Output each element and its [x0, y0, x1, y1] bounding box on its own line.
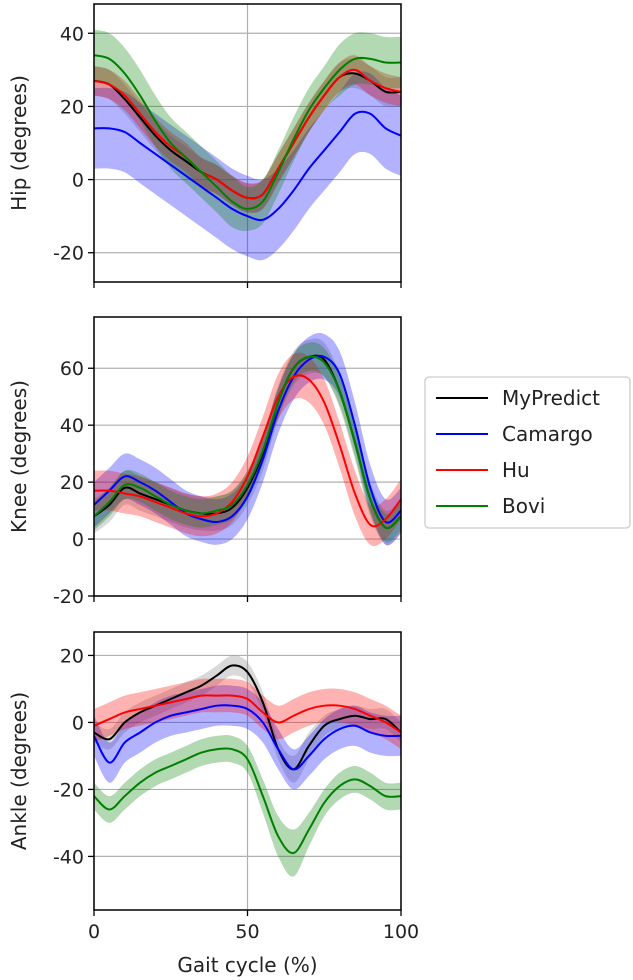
bovi-band	[94, 734, 401, 877]
hu-line	[93, 68, 402, 200]
knee-panel: -20 0 20 40 60 Knee (degrees)	[7, 316, 402, 608]
bovi-line	[93, 355, 402, 530]
x-tick-label: 0	[88, 921, 100, 943]
y-tick-label: 40	[60, 415, 84, 437]
camargo-band	[94, 333, 401, 546]
hip-panel: -20 0 20 40 Hip (degrees)	[7, 3, 402, 288]
camargo-band	[94, 71, 401, 261]
hu-line	[93, 374, 402, 528]
y-tick-label: -40	[53, 846, 84, 868]
x-tick-label: 50	[235, 921, 259, 943]
legend-label-hu: Hu	[502, 458, 530, 482]
camargo-band	[94, 685, 401, 790]
mypredict-band	[94, 338, 401, 546]
y-tick-label: 20	[60, 645, 84, 667]
camargo-line	[93, 354, 402, 524]
legend-label-bovi: Bovi	[502, 494, 545, 518]
y-tick-label: -20	[53, 779, 84, 801]
legend-label-camargo: Camargo	[502, 422, 593, 446]
y-tick-label: 0	[72, 529, 84, 551]
mypredict-line	[93, 664, 402, 771]
ankle-panel: -40 -20 0 20 0 50 100 Ankle (degrees) Gait cycle…	[7, 631, 419, 977]
bovi-line	[93, 54, 402, 210]
bovi-band	[94, 342, 401, 543]
y-tick-label: 20	[60, 96, 84, 118]
legend-label-mypredict: MyPredict	[502, 386, 600, 410]
x-axis-label: Gait cycle (%)	[177, 953, 317, 977]
hu-line	[93, 694, 402, 734]
x-tick-label: 100	[383, 921, 419, 943]
y-tick-label: 0	[72, 170, 84, 192]
camargo-line	[93, 704, 402, 771]
y-tick-label: 20	[60, 472, 84, 494]
legend-box	[424, 376, 631, 529]
legend: MyPredict Camargo Hu Bovi	[424, 376, 631, 529]
y-axis-label: Hip (degrees)	[7, 75, 31, 211]
y-tick-label: 0	[72, 712, 84, 734]
hu-band	[94, 678, 401, 750]
camargo-line	[93, 110, 402, 222]
bovi-band	[94, 29, 401, 231]
y-tick-label: -20	[53, 243, 84, 265]
y-axis-label: Ankle (degrees)	[7, 692, 31, 850]
mypredict-band	[94, 58, 401, 213]
y-tick-label: 40	[60, 23, 84, 45]
y-tick-label: -20	[53, 586, 84, 608]
y-tick-label: 60	[60, 358, 84, 380]
bovi-line	[93, 747, 402, 855]
y-axis-label: Knee (degrees)	[7, 380, 31, 533]
